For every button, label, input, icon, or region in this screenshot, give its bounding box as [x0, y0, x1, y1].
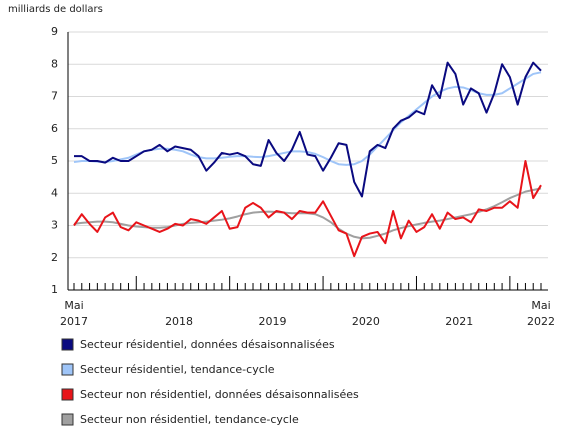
- year-label: 2017: [60, 315, 88, 328]
- year-label: 2020: [352, 315, 380, 328]
- y-tick-label: 9: [51, 25, 58, 38]
- series-line: [74, 61, 542, 198]
- x-tick-label: Mai: [64, 299, 83, 312]
- x-tick-label: Mai: [531, 299, 550, 312]
- legend-label: Secteur non résidentiel, tendance-cycle: [80, 413, 299, 426]
- legend-swatch: [61, 363, 74, 376]
- legend-swatch: [61, 338, 74, 351]
- year-label: 2021: [445, 315, 473, 328]
- year-label: 2018: [165, 315, 193, 328]
- y-tick-label: 7: [51, 90, 58, 103]
- y-tick-label: 2: [51, 251, 58, 264]
- legend-swatch: [61, 388, 74, 401]
- y-tick-label: 3: [51, 219, 58, 232]
- y-tick-label: 4: [51, 186, 58, 199]
- year-label: 2022: [527, 315, 555, 328]
- y-tick-label: 8: [51, 57, 58, 70]
- legend-label: Secteur résidentiel, données désaisonnal…: [80, 338, 335, 351]
- legend-swatch: [61, 413, 74, 426]
- y-tick-label: 1: [51, 283, 58, 296]
- series-line: [73, 160, 542, 258]
- legend-label: Secteur non résidentiel, données désaiso…: [80, 388, 359, 401]
- y-tick-label: 5: [51, 154, 58, 167]
- year-label: 2019: [258, 315, 286, 328]
- legend-label: Secteur résidentiel, tendance-cycle: [80, 363, 275, 376]
- y-tick-label: 6: [51, 122, 58, 135]
- y-axis-label: milliards de dollars: [8, 4, 103, 15]
